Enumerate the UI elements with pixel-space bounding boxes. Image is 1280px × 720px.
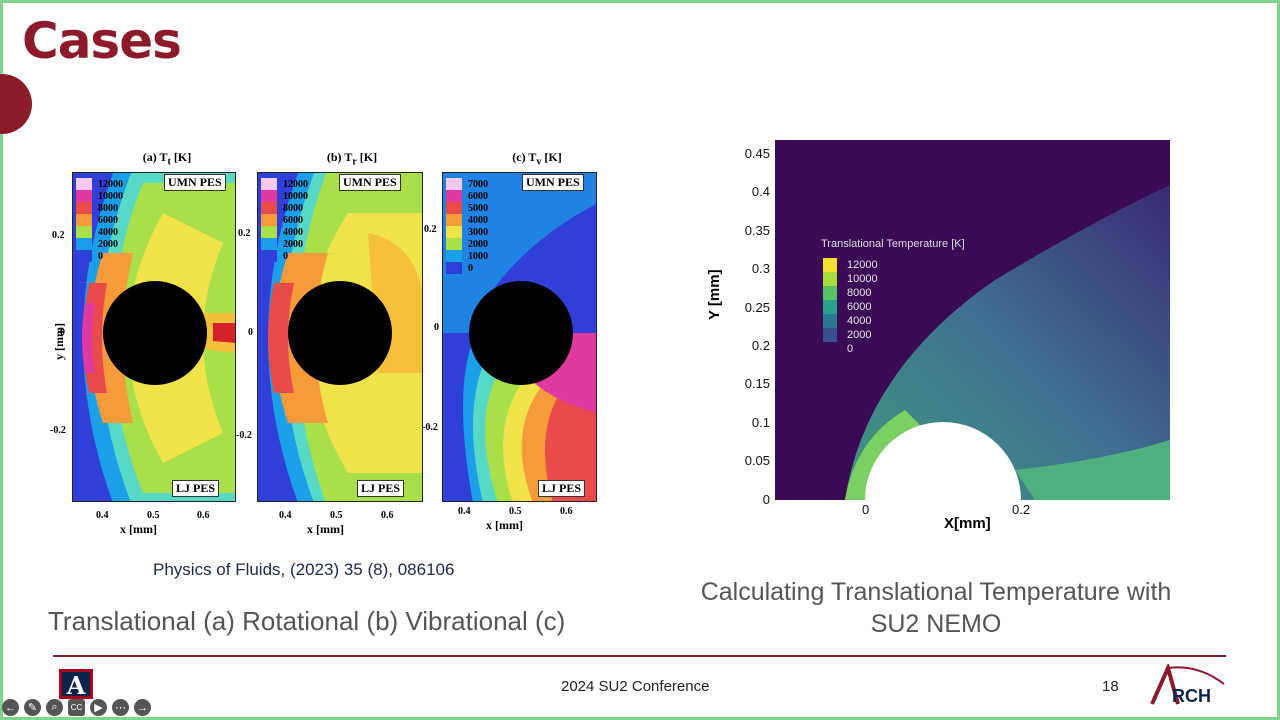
footer-divider	[53, 655, 1226, 657]
ytick: -0.2	[422, 422, 438, 433]
university-logo: A	[56, 666, 96, 706]
arch-logo: RCH	[1148, 662, 1228, 708]
right-ytick: 0	[762, 492, 770, 507]
ytick: 0.2	[424, 224, 437, 235]
right-ytick: 0.45	[744, 146, 770, 161]
panel-b-bottom-tag: LJ PES	[357, 480, 405, 497]
caption-right: Calculating Translational Temperature wi…	[660, 576, 1212, 640]
ytick: -0.2	[50, 425, 66, 436]
panel-c-plot	[442, 172, 597, 502]
caption-left: Translational (a) Rotational (b) Vibrati…	[48, 606, 566, 636]
panel-c-top-tag: UMN PES	[522, 174, 584, 191]
panel-a-bottom-tag: LJ PES	[172, 480, 220, 497]
right-ytick: 0.1	[751, 415, 770, 430]
decorative-circle	[0, 74, 32, 134]
panel-b-plot	[257, 172, 423, 502]
panel-c-xlabel: x [mm]	[486, 518, 523, 532]
slide-title: Cases	[22, 12, 182, 70]
panel-c-bottom-tag: LJ PES	[538, 480, 586, 497]
more-options-icon[interactable]: ⋯	[112, 699, 129, 716]
right-ytick: 0.2	[751, 338, 770, 353]
ytick: 0.2	[52, 230, 65, 241]
presentation-toolbar: ← ✎ ⌕ CC ▶ ⋯ →	[2, 699, 151, 716]
left-ylabel: y [mm]	[52, 323, 66, 360]
right-xtick: 0	[862, 502, 870, 517]
ytick: -0.2	[236, 430, 252, 441]
right-xlabel: X[mm]	[944, 515, 991, 532]
caption-right-line2: SU2 NEMO	[870, 610, 1002, 638]
right-ytick: 0.05	[744, 453, 770, 468]
xtick: 0.4	[96, 510, 109, 521]
right-legend: 12000 10000 8000 6000 4000 2000 0	[823, 258, 878, 356]
panel-a-xlabel: x [mm]	[120, 522, 157, 536]
panel-a-plot	[72, 172, 236, 502]
xtick: 0.5	[330, 510, 343, 521]
panel-a-top-tag: UMN PES	[164, 174, 226, 191]
panel-a-legend: 12000 10000 8000 6000 4000 2000 0	[76, 178, 123, 262]
caption-right-line1: Calculating Translational Temperature wi…	[700, 578, 1172, 606]
ytick: 0	[434, 322, 439, 333]
pen-icon[interactable]: ✎	[24, 699, 41, 716]
svg-text:A: A	[66, 671, 86, 700]
right-ytick: 0.25	[744, 300, 770, 315]
panel-a: (a) Tt [K] 12000 10000 8000 6000 4000	[72, 150, 262, 536]
video-icon[interactable]: ▶	[90, 699, 107, 716]
xtick: 0.4	[458, 506, 471, 517]
panel-b: (b) Tr [K] 12000 10000 8000 6000 4000 20…	[257, 150, 447, 536]
svg-text:RCH: RCH	[1172, 686, 1211, 706]
right-legend-title: Translational Temperature [K]	[821, 238, 965, 250]
panel-b-top-tag: UMN PES	[339, 174, 401, 191]
ytick: 0	[60, 327, 65, 338]
right-ytick: 0.4	[751, 184, 770, 199]
captions-icon[interactable]: CC	[68, 699, 85, 716]
right-ytick: 0.3	[751, 261, 770, 276]
panel-b-xlabel: x [mm]	[307, 522, 344, 536]
xtick: 0.6	[197, 510, 210, 521]
ytick: 0	[248, 327, 253, 338]
panel-b-title: (b) Tr [K]	[326, 150, 378, 168]
ytick: 0.2	[238, 228, 251, 239]
right-ytick: 0.35	[744, 223, 770, 238]
citation: Physics of Fluids, (2023) 35 (8), 086106	[153, 560, 455, 579]
right-xtick: 0.2	[1012, 502, 1031, 517]
panel-c-title: (c) Tv [K]	[512, 150, 562, 168]
next-slide-icon[interactable]: →	[134, 699, 151, 716]
zoom-icon[interactable]: ⌕	[46, 699, 63, 716]
xtick: 0.6	[560, 506, 573, 517]
xtick: 0.5	[509, 506, 522, 517]
panel-c-legend: 7000 6000 5000 4000 3000 2000 1000 0	[446, 178, 488, 274]
panel-c: (c) Tv [K] 7000 6000 5000 4000 3000	[442, 150, 632, 532]
page-number: 18	[1102, 678, 1119, 695]
xtick: 0.6	[381, 510, 394, 521]
panel-a-title: (a) Tt [K]	[142, 150, 192, 168]
right-ylabel: Y [mm]	[706, 269, 723, 320]
right-ytick: 0.15	[744, 376, 770, 391]
xtick: 0.5	[147, 510, 160, 521]
previous-slide-icon[interactable]: ←	[2, 699, 19, 716]
footer-conference: 2024 SU2 Conference	[561, 678, 710, 695]
panel-b-legend: 12000 10000 8000 6000 4000 2000 0	[261, 178, 308, 262]
right-plot	[775, 140, 1170, 500]
xtick: 0.4	[279, 510, 292, 521]
